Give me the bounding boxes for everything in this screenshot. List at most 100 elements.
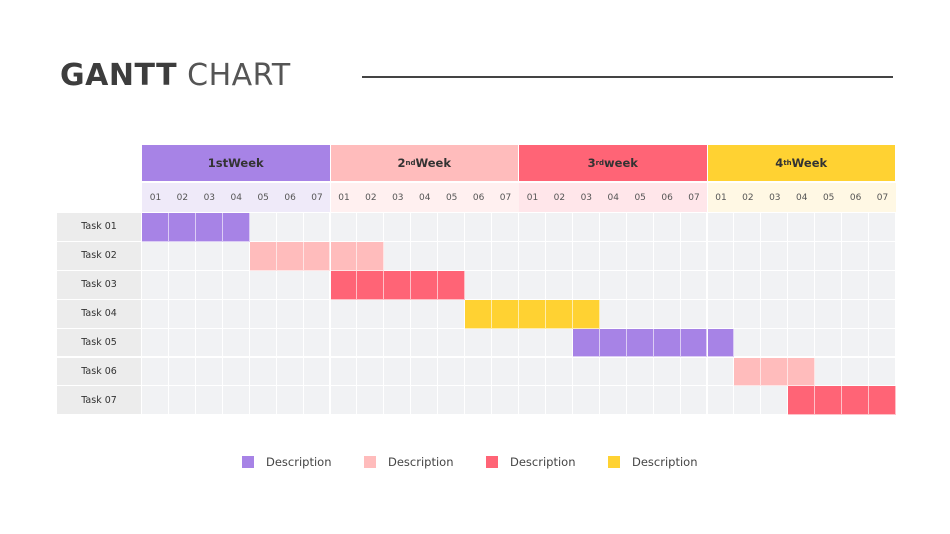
grid-cell <box>222 299 250 329</box>
grid-cell <box>707 241 735 271</box>
grid-cell <box>599 241 627 271</box>
legend-swatch <box>364 456 376 468</box>
legend-label: Description <box>510 455 576 469</box>
grid-cell <box>168 328 196 358</box>
day-label: 01 <box>707 183 735 212</box>
day-label: 01 <box>330 183 358 212</box>
task-bar-segment <box>438 270 466 300</box>
grid-cell <box>599 270 627 300</box>
task-bar-segment <box>653 328 681 358</box>
task-bar-segment <box>411 270 439 300</box>
day-label: 03 <box>384 183 412 212</box>
grid-cell <box>492 357 519 387</box>
grid-cell <box>249 357 277 387</box>
task-bar-segment <box>707 328 735 358</box>
day-label: 07 <box>303 183 331 212</box>
grid-cell <box>195 299 223 329</box>
grid-cell <box>384 213 412 242</box>
grid-cell <box>142 357 169 387</box>
grid-cell <box>168 357 196 387</box>
grid-cell <box>572 241 600 271</box>
grid-cell <box>869 270 896 300</box>
grid-cell <box>384 241 412 271</box>
grid-cell <box>842 357 870 387</box>
grid-cell <box>465 328 493 358</box>
grid-cell <box>168 270 196 300</box>
grid-cell <box>465 213 493 242</box>
grid-cell <box>626 386 654 416</box>
grid-cell <box>680 213 708 242</box>
day-label: 05 <box>438 183 466 212</box>
task-bar-segment <box>842 386 870 416</box>
task-bar-segment <box>222 213 250 242</box>
grid-cell <box>276 386 304 416</box>
grid-cell <box>599 213 627 242</box>
grid-cell <box>869 241 896 271</box>
grid-cell <box>411 386 439 416</box>
grid-cell <box>276 213 304 242</box>
grid-cell <box>303 213 331 242</box>
grid-cell <box>492 270 519 300</box>
task-bar-segment <box>195 213 223 242</box>
day-label: 06 <box>276 183 304 212</box>
day-label: 02 <box>357 183 385 212</box>
day-label: 02 <box>734 183 762 212</box>
grid-cell <box>761 213 789 242</box>
task-bar-segment <box>815 386 843 416</box>
grid-cell <box>438 357 466 387</box>
grid-cell <box>438 386 466 416</box>
grid-cell <box>195 386 223 416</box>
task-bar-segment <box>276 241 304 271</box>
grid-cell <box>653 299 681 329</box>
grid-cell <box>222 386 250 416</box>
grid-cell <box>330 357 358 387</box>
grid-cell <box>545 328 573 358</box>
grid-cell <box>653 213 681 242</box>
task-bar-segment <box>249 241 277 271</box>
day-label: 03 <box>572 183 600 212</box>
grid-cell <box>707 270 735 300</box>
grid-cell <box>249 213 277 242</box>
grid-cell <box>438 328 466 358</box>
task-label: Task 03 <box>57 270 141 299</box>
grid-cell <box>195 357 223 387</box>
grid-cell <box>492 386 519 416</box>
legend-swatch <box>242 456 254 468</box>
grid-cell <box>411 213 439 242</box>
task-bar-segment <box>465 299 493 329</box>
grid-cell <box>195 241 223 271</box>
grid-cell <box>788 270 816 300</box>
grid-cell <box>519 386 546 416</box>
grid-cell <box>626 270 654 300</box>
grid-cell <box>465 241 493 271</box>
grid-cell <box>222 328 250 358</box>
grid-cell <box>734 386 762 416</box>
title-divider <box>362 76 893 78</box>
grid-cell <box>815 357 843 387</box>
grid-cell <box>626 357 654 387</box>
grid-cell <box>330 328 358 358</box>
grid-cell <box>761 328 789 358</box>
grid-cell <box>357 328 385 358</box>
day-label: 07 <box>869 183 896 212</box>
task-bar-segment <box>734 357 762 387</box>
grid-cell <box>599 299 627 329</box>
grid-cell <box>815 299 843 329</box>
grid-cell <box>842 299 870 329</box>
grid-cell <box>276 299 304 329</box>
grid-cell <box>572 270 600 300</box>
task-bar-segment <box>572 299 600 329</box>
grid-cell <box>303 328 331 358</box>
grid-cell <box>734 328 762 358</box>
grid-cell <box>680 386 708 416</box>
grid-cell <box>142 241 169 271</box>
task-label: Task 02 <box>57 241 141 270</box>
grid-cell <box>330 386 358 416</box>
grid-cell <box>411 241 439 271</box>
grid-cell <box>680 241 708 271</box>
grid-cell <box>519 213 546 242</box>
grid-cell <box>869 299 896 329</box>
grid-cell <box>249 328 277 358</box>
